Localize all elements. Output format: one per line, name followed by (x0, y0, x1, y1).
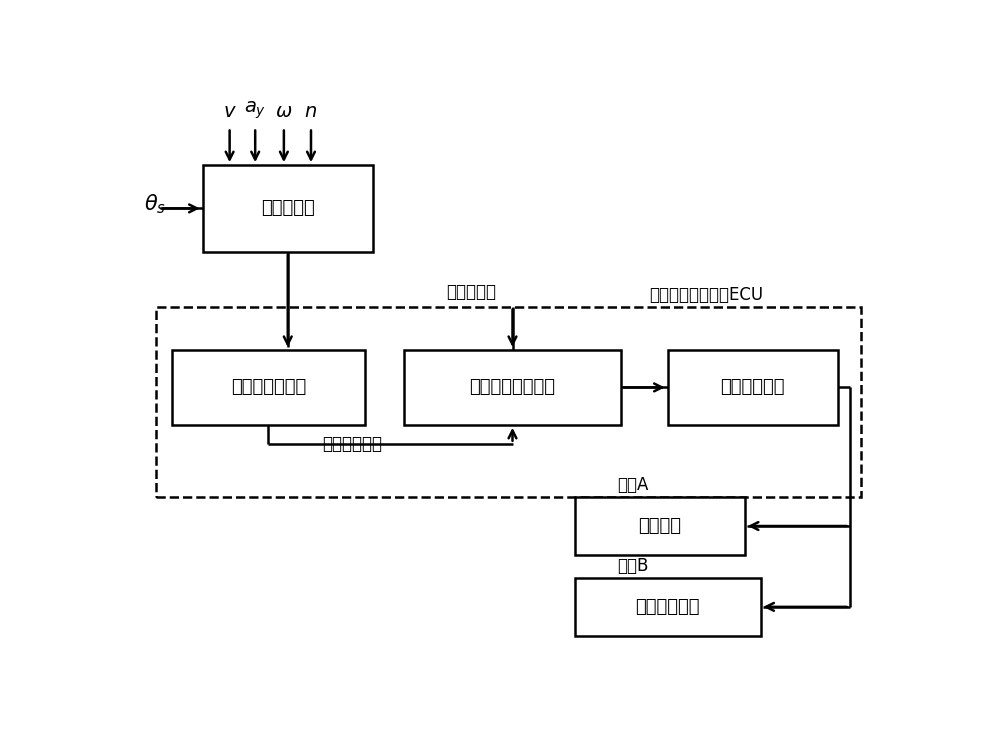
Bar (668, 350, 838, 425)
Text: 模式B: 模式B (617, 557, 648, 575)
Text: $\omega$: $\omega$ (275, 101, 293, 121)
Text: 差动转向: 差动转向 (638, 517, 681, 535)
Text: $a_y$: $a_y$ (244, 99, 266, 121)
Text: $n$: $n$ (304, 101, 318, 121)
Text: 混杂决策控制模块: 混杂决策控制模块 (470, 379, 556, 397)
Text: 模式A: 模式A (617, 476, 648, 494)
Bar (574, 497, 745, 555)
Text: 数据预处理模块: 数据预处理模块 (231, 379, 306, 397)
Text: $v$: $v$ (223, 101, 237, 121)
Text: 操纵执行模块: 操纵执行模块 (720, 379, 785, 397)
Text: 电子辅助控制单元ECU: 电子辅助控制单元ECU (649, 286, 763, 304)
Bar (404, 350, 621, 425)
Bar (574, 578, 761, 636)
Text: 传感器模块: 传感器模块 (261, 200, 315, 217)
Text: 各工况要求: 各工况要求 (447, 283, 497, 301)
Bar (172, 350, 365, 425)
Text: $\theta_s$: $\theta_s$ (144, 192, 166, 215)
Bar (202, 165, 373, 252)
Bar (156, 307, 861, 497)
Text: 线控四轮转向: 线控四轮转向 (635, 598, 700, 616)
Text: 各工况特征值: 各工况特征值 (322, 435, 382, 453)
